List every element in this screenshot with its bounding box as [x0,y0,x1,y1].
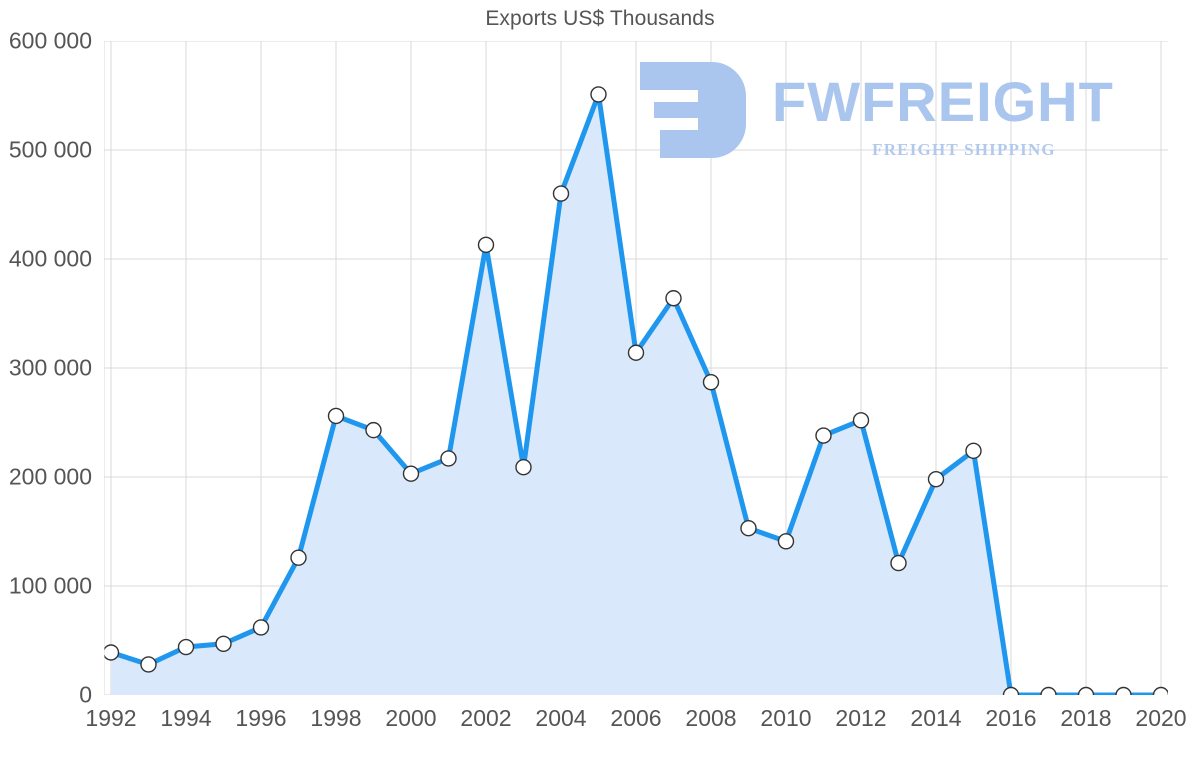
x-axis-tick-label: 2010 [760,705,812,731]
x-axis-tick-label: 2014 [910,705,962,731]
x-axis-tick-label: 1994 [160,705,212,731]
data-point-marker [1077,686,1095,695]
data-point-marker [327,407,345,425]
x-axis-tick-label: 1992 [85,705,137,731]
y-axis-tick-label: 0 [79,681,92,708]
y-axis-tick-label: 500 000 [8,136,92,163]
data-point-marker [965,442,982,460]
data-point-marker [365,421,382,439]
data-point-markers [104,86,1168,695]
data-point-marker [1002,686,1020,695]
data-point-marker [627,344,645,361]
chart-title: Exports US$ Thousands [485,7,715,30]
data-point-marker [177,638,195,656]
x-axis-tick-label: 2002 [460,705,512,731]
area-fill [111,94,1161,695]
data-point-marker [140,656,157,673]
data-point-marker [1115,686,1132,695]
data-point-marker [890,554,907,572]
x-axis-tick-label: 2018 [1060,705,1112,731]
data-point-marker [702,373,720,391]
x-axis-tick-label: 2016 [985,705,1037,731]
y-axis-tick-label: 600 000 [8,27,92,54]
x-axis-tick-label: 1998 [310,705,362,731]
exports-area-chart-svg [104,41,1168,695]
data-point-marker [815,427,832,444]
data-point-marker [852,412,870,429]
x-axis-tick-label: 2008 [685,705,737,731]
plot-area [104,41,1168,695]
x-axis-tick-label: 2006 [610,705,662,731]
data-point-marker [440,450,457,467]
data-point-marker [515,458,532,476]
data-point-marker [215,635,232,652]
data-point-marker [590,86,607,103]
data-point-marker [1152,686,1168,695]
x-axis-tick-label: 2020 [1135,705,1187,731]
data-point-marker [740,520,757,537]
data-point-marker [777,533,795,550]
x-axis-tick-label: 1996 [235,705,287,731]
data-point-marker [252,619,270,636]
y-axis: 0 100 000 200 000 300 000 400 000 500 000 600 … [0,0,92,763]
data-point-marker [927,470,945,488]
y-axis-tick-label: 300 000 [8,354,92,381]
x-axis-tick-label: 2012 [835,705,887,731]
y-axis-tick-label: 200 000 [8,463,92,490]
data-point-marker [665,290,682,307]
y-axis-tick-label: 100 000 [8,572,92,599]
data-point-marker [552,185,570,202]
x-axis-tick-label: 2000 [385,705,437,731]
y-axis-tick-label: 400 000 [8,245,92,272]
data-point-marker [104,644,120,661]
data-point-marker [290,549,307,566]
data-point-marker [477,236,495,254]
x-axis-tick-label: 2004 [535,705,587,731]
data-point-marker [402,465,420,482]
data-point-marker [1040,686,1057,695]
